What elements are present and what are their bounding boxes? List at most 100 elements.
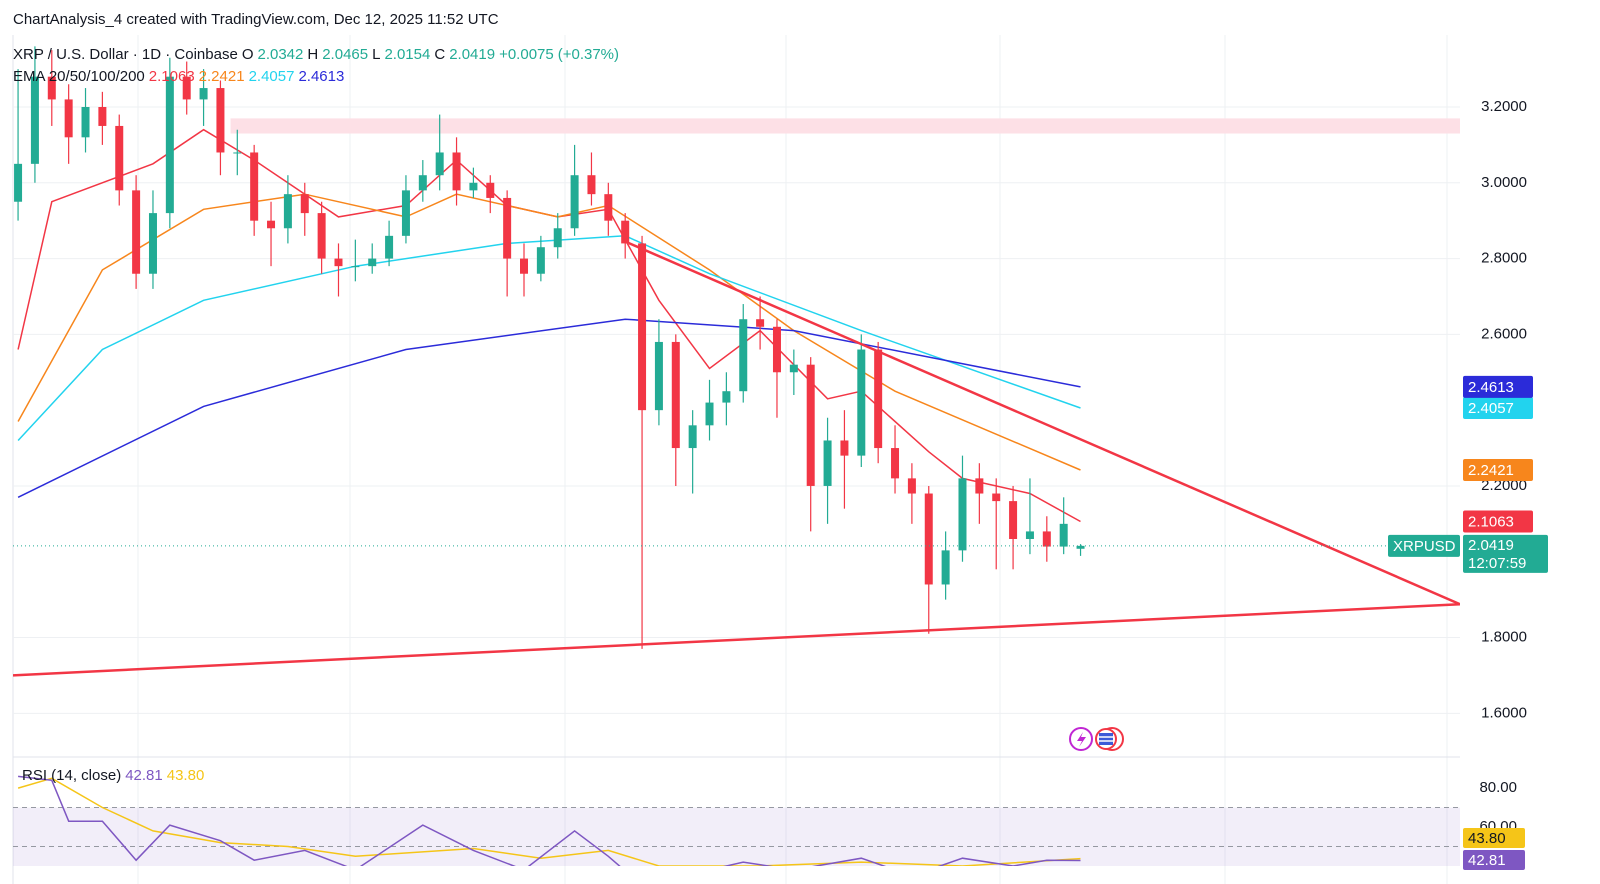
resistance-zone bbox=[230, 118, 1460, 134]
time-grid bbox=[137, 35, 1448, 884]
rsi-tag-bg bbox=[1463, 850, 1525, 870]
ema-price-tag-bg bbox=[1463, 375, 1533, 398]
rsi-legend: RSI (14, close) 42.81 43.80 bbox=[22, 767, 212, 784]
candle-body bbox=[840, 440, 849, 456]
candle-body bbox=[317, 213, 326, 259]
candle-body bbox=[587, 175, 596, 195]
candle-body bbox=[199, 88, 208, 100]
candle-body bbox=[553, 228, 562, 248]
y-tick-label: 3.2000 bbox=[1481, 98, 1527, 115]
candle-body bbox=[452, 152, 461, 191]
header-text: ChartAnalysis_4 created with TradingView… bbox=[13, 11, 499, 28]
candle-body bbox=[654, 341, 663, 411]
candle-body bbox=[435, 152, 444, 176]
rsi-tag-bg bbox=[1463, 828, 1525, 848]
event-icons bbox=[1069, 727, 1124, 751]
candle-body bbox=[958, 478, 967, 551]
candle-body bbox=[148, 213, 157, 274]
candle-body bbox=[47, 76, 56, 100]
candle-body bbox=[520, 258, 529, 274]
candle-body bbox=[14, 163, 23, 202]
candle-body bbox=[1025, 531, 1034, 539]
candle-body bbox=[30, 76, 39, 164]
ema-value: 2.2421 bbox=[198, 68, 245, 85]
ohlc-label: H bbox=[307, 46, 319, 63]
ohlc-value: 2.0154 bbox=[384, 46, 431, 63]
candle-body bbox=[907, 478, 916, 494]
candle-body bbox=[772, 326, 781, 373]
rsi-tag: 42.81 bbox=[1468, 852, 1506, 869]
ohlc-label: O bbox=[241, 46, 254, 63]
candle-body bbox=[334, 258, 343, 267]
candle-body bbox=[857, 349, 866, 456]
trendline bbox=[13, 602, 1460, 677]
last-price: 2.0419 bbox=[1468, 537, 1514, 554]
candle-body bbox=[115, 125, 124, 191]
ema-line bbox=[17, 318, 1081, 498]
last-price-box bbox=[1463, 534, 1548, 573]
trendline bbox=[628, 241, 1460, 606]
ema-price-tag: 2.4057 bbox=[1468, 400, 1514, 417]
candle-body bbox=[233, 152, 242, 154]
symbol-legend: XRP / U.S. Dollar · 1D · Coinbase O 2.0342… bbox=[13, 46, 627, 63]
rsi-tick-label: 80.00 bbox=[1479, 779, 1517, 796]
candle-body bbox=[250, 152, 259, 221]
candle-body bbox=[891, 448, 900, 479]
symbol-tag-bg bbox=[1388, 534, 1460, 557]
ema-line bbox=[17, 128, 1081, 523]
y-tick-label: 2.8000 bbox=[1481, 250, 1527, 267]
candle-body bbox=[81, 107, 90, 138]
y-tick-label: 1.6000 bbox=[1481, 704, 1527, 721]
candle-body bbox=[621, 220, 630, 244]
ema-title: EMA 20/50/100/200 bbox=[13, 68, 145, 85]
y-tick-label: 2.2000 bbox=[1481, 477, 1527, 494]
ohlc-value: 2.0419 bbox=[449, 46, 496, 63]
candle-body bbox=[182, 76, 191, 100]
candle-body bbox=[604, 194, 613, 221]
candle-body bbox=[570, 175, 579, 229]
candle-body bbox=[503, 197, 512, 259]
ema-value: 2.4057 bbox=[248, 68, 295, 85]
candle-body bbox=[739, 319, 748, 392]
candle-body bbox=[283, 194, 292, 229]
rsi-tag: 43.80 bbox=[1468, 830, 1506, 847]
candle-body bbox=[165, 76, 174, 214]
ema-line bbox=[17, 193, 1081, 471]
change: +0.0075 bbox=[499, 46, 554, 63]
rsi-values: 42.81 43.80 bbox=[125, 767, 208, 784]
ema-values: 2.1063 2.2421 2.4057 2.4613 bbox=[149, 68, 349, 85]
candle-body bbox=[756, 319, 765, 327]
rsi-band bbox=[13, 807, 1460, 866]
candle-body bbox=[806, 364, 815, 486]
change-pct: (+0.37%) bbox=[557, 46, 620, 63]
candle-body bbox=[351, 266, 360, 268]
candle-body bbox=[267, 220, 276, 229]
candle-body bbox=[975, 478, 984, 494]
ohlc-value: 2.0342 bbox=[257, 46, 304, 63]
symbol-title: XRP / U.S. Dollar · 1D · Coinbase bbox=[13, 46, 238, 63]
candle-body bbox=[1076, 545, 1085, 549]
ema-price-tag: 2.2421 bbox=[1468, 462, 1514, 479]
candle-body bbox=[671, 341, 680, 449]
candle-body bbox=[705, 402, 714, 426]
candle-body bbox=[1042, 531, 1051, 547]
candle-body bbox=[1059, 523, 1068, 547]
ema-price-tag-bg bbox=[1463, 510, 1533, 533]
ema-price-tag-bg bbox=[1463, 396, 1533, 419]
candle-body bbox=[469, 182, 478, 191]
ema-price-tag: 2.1063 bbox=[1468, 513, 1514, 530]
candle-body bbox=[941, 550, 950, 585]
ema-legend: EMA 20/50/100/200 2.1063 2.2421 2.4057 2.461… bbox=[13, 68, 352, 85]
countdown: 12:07:59 bbox=[1468, 555, 1526, 572]
header: ChartAnalysis_4 created with TradingView… bbox=[13, 11, 503, 28]
rsi-title: RSI (14, close) bbox=[22, 767, 122, 784]
candle-body bbox=[536, 247, 545, 274]
ema-line bbox=[17, 235, 1081, 442]
ohlc-label: C bbox=[434, 46, 446, 63]
y-tick-label: 3.0000 bbox=[1481, 174, 1527, 191]
candle-body bbox=[132, 190, 141, 274]
candle-body bbox=[992, 493, 1001, 502]
candle-body bbox=[418, 175, 427, 191]
candle-body bbox=[924, 493, 933, 585]
